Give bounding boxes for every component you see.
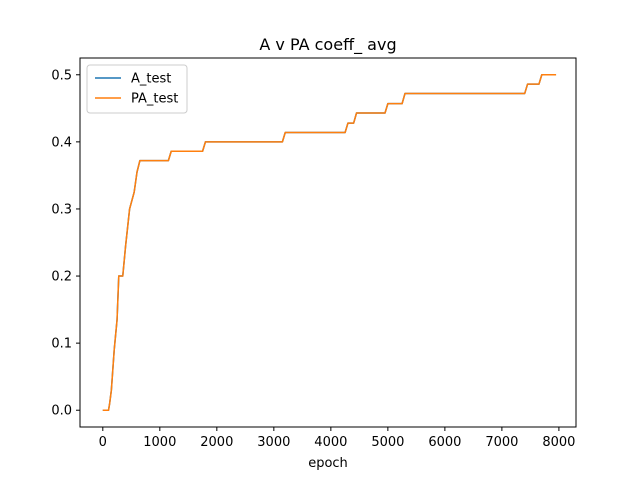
x-axis-ticks: 0 1000 2000 3000 4000 5000 6000 7000 8000 bbox=[99, 427, 576, 450]
x-tick-label: 0 bbox=[99, 435, 107, 450]
series-line-pa-test bbox=[103, 75, 556, 410]
x-tick-label: 8000 bbox=[542, 435, 575, 450]
x-tick-label: 5000 bbox=[371, 435, 404, 450]
y-tick-label: 0.4 bbox=[51, 135, 72, 150]
series-line-a-test bbox=[103, 75, 556, 410]
y-tick-label: 0.2 bbox=[51, 270, 72, 285]
x-tick-label: 3000 bbox=[257, 435, 290, 450]
y-tick-label: 0.3 bbox=[51, 202, 72, 217]
y-tick-label: 0.1 bbox=[51, 337, 72, 352]
plot-lines bbox=[103, 75, 556, 410]
x-axis-label: epoch bbox=[308, 456, 348, 471]
y-tick-label: 0.0 bbox=[51, 404, 72, 419]
legend: A_test PA_test bbox=[87, 65, 187, 113]
chart-title: A v PA coeff_ avg bbox=[259, 35, 396, 55]
y-tick-label: 0.5 bbox=[51, 68, 72, 83]
x-tick-label: 6000 bbox=[428, 435, 461, 450]
x-tick-label: 4000 bbox=[314, 435, 347, 450]
x-tick-label: 1000 bbox=[143, 435, 176, 450]
x-tick-label: 2000 bbox=[200, 435, 233, 450]
y-axis-ticks: 0.0 0.1 0.2 0.3 0.4 0.5 bbox=[51, 68, 80, 418]
legend-label: A_test bbox=[131, 72, 171, 87]
legend-label: PA_test bbox=[131, 92, 178, 107]
x-tick-label: 7000 bbox=[485, 435, 518, 450]
